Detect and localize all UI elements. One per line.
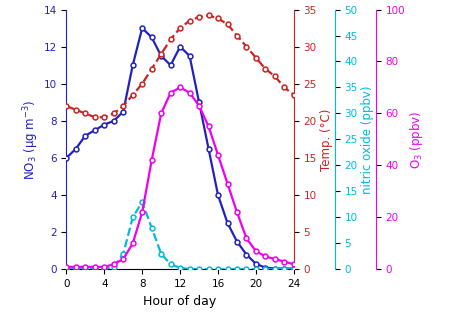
Y-axis label: NO$_3$ (μg m$^{-3}$): NO$_3$ (μg m$^{-3}$)	[21, 99, 41, 180]
X-axis label: Hour of day: Hour of day	[144, 295, 217, 308]
Y-axis label: O$_3$ (ppbv): O$_3$ (ppbv)	[408, 110, 425, 169]
Y-axis label: nitric oxide (ppbv): nitric oxide (ppbv)	[361, 85, 374, 194]
Y-axis label: Temp. (°C): Temp. (°C)	[319, 108, 333, 171]
